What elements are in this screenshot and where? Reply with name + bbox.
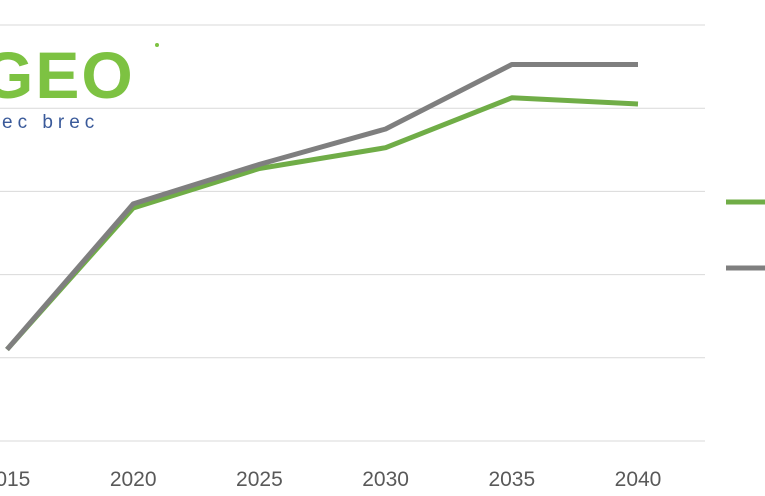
x-tick-label: 2020 — [110, 468, 157, 491]
x-tick-label: 2025 — [236, 468, 283, 491]
x-tick-label: 2040 — [615, 468, 662, 491]
logo-tagline: ec brec — [2, 112, 99, 133]
gridlines — [0, 24, 705, 442]
logo-wordmark: GEO — [0, 40, 135, 112]
series-layer — [5, 62, 639, 352]
x-axis-tick-labels: 2015 2020 2025 2030 2035 2040 — [0, 468, 661, 491]
x-tick-label: 2015 — [0, 468, 30, 491]
series-line-0 — [5, 95, 639, 352]
logo-registered-mark — [155, 43, 159, 47]
x-tick-label: 2030 — [362, 468, 409, 491]
legend — [726, 199, 765, 271]
company-logo: GEO ec brec — [0, 40, 159, 133]
x-tick-label: 2035 — [488, 468, 535, 491]
series-line-1 — [5, 62, 638, 352]
